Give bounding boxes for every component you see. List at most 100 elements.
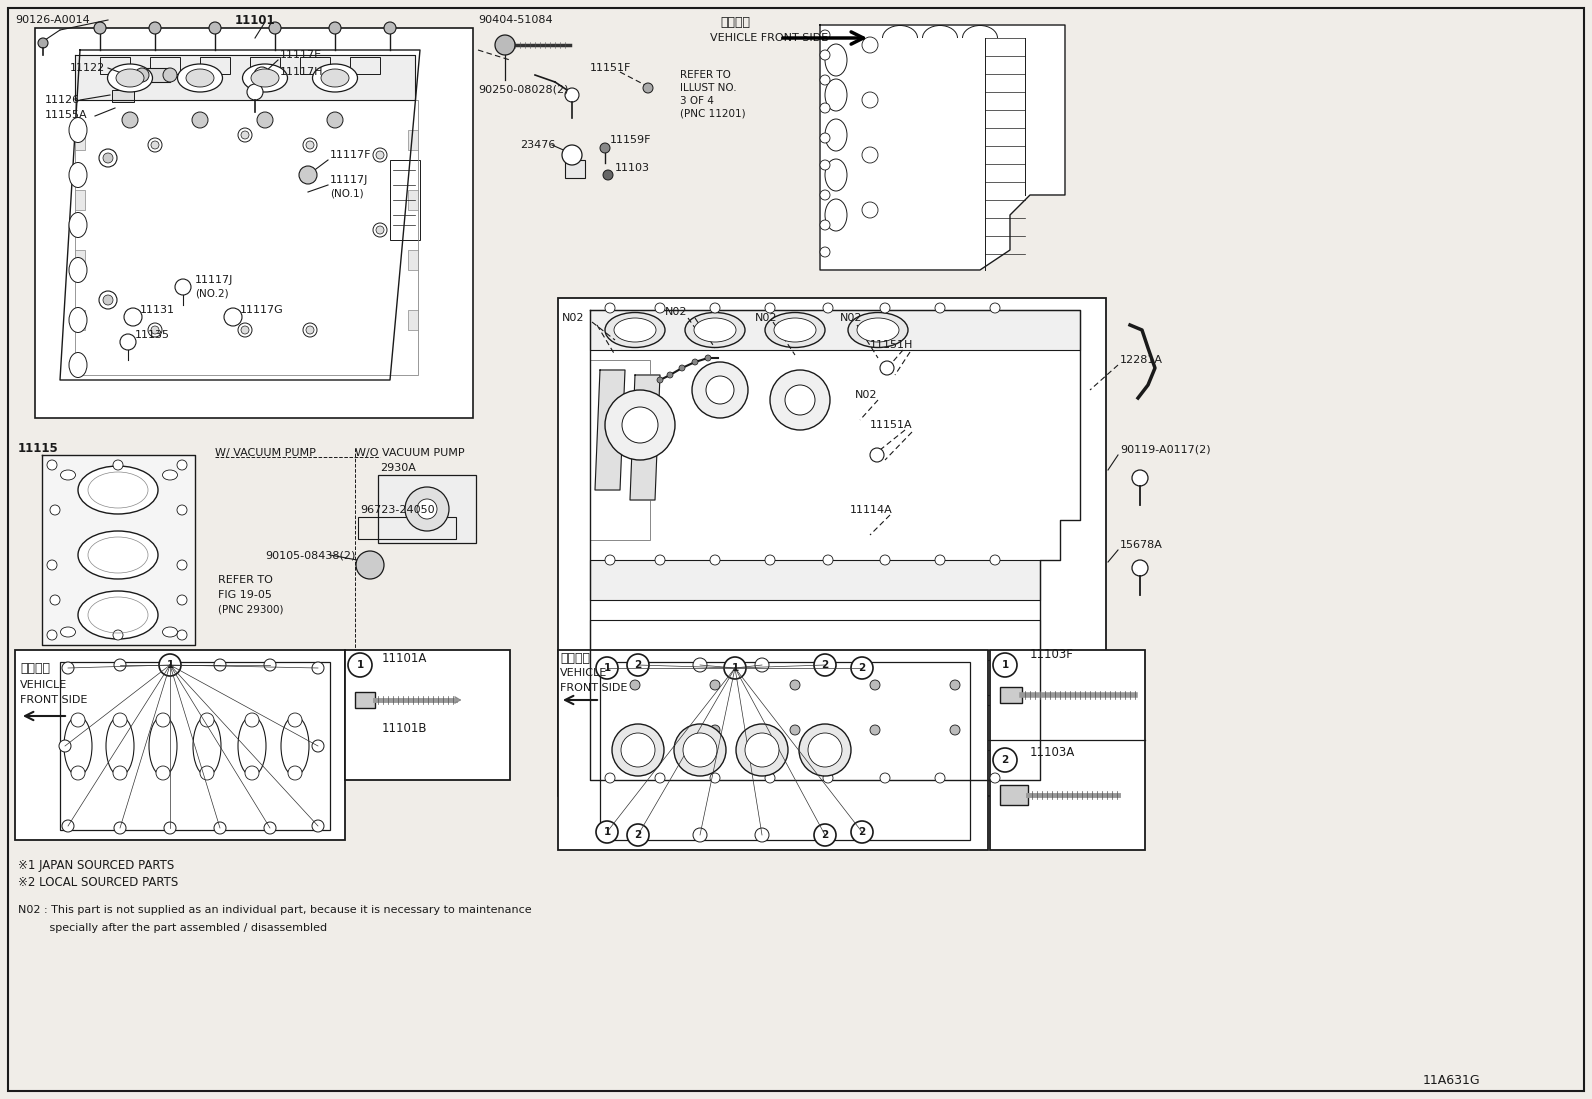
Bar (299, 57, 330, 74)
Circle shape (790, 680, 801, 690)
Ellipse shape (736, 724, 788, 776)
Ellipse shape (322, 69, 349, 87)
Circle shape (177, 560, 186, 570)
Text: (NO.1): (NO.1) (330, 188, 363, 198)
Text: 11151H: 11151H (869, 340, 914, 349)
Circle shape (288, 713, 302, 728)
Text: ※2 LOCAL SOURCED PARTS: ※2 LOCAL SOURCED PARTS (18, 876, 178, 888)
Circle shape (654, 773, 665, 782)
Circle shape (148, 138, 162, 152)
Text: 11114A: 11114A (850, 506, 893, 515)
Bar (142, 68, 170, 82)
Circle shape (869, 448, 884, 462)
Circle shape (237, 127, 252, 142)
Text: 11101A: 11101A (382, 652, 427, 665)
Ellipse shape (282, 717, 309, 776)
Text: 11117J: 11117J (330, 175, 368, 185)
Ellipse shape (162, 470, 177, 480)
Circle shape (373, 223, 387, 237)
Polygon shape (591, 310, 1079, 780)
Circle shape (766, 773, 775, 782)
Ellipse shape (60, 628, 75, 637)
Circle shape (245, 713, 259, 728)
Bar (408, 190, 419, 210)
Circle shape (855, 825, 869, 839)
Text: N02: N02 (562, 313, 584, 323)
Circle shape (869, 680, 880, 690)
Circle shape (330, 22, 341, 34)
Circle shape (755, 658, 769, 671)
Bar (358, 517, 455, 539)
Bar (1000, 785, 1028, 804)
Circle shape (48, 630, 57, 640)
Circle shape (1132, 560, 1148, 576)
Text: VEHICLE FRONT SIDE: VEHICLE FRONT SIDE (710, 33, 828, 43)
Bar (591, 704, 1040, 740)
Text: 11117E: 11117E (280, 49, 322, 60)
Circle shape (326, 112, 342, 127)
Bar (408, 249, 419, 270)
Text: N02 : This part is not supplied as an individual part, because it is necessary t: N02 : This part is not supplied as an in… (18, 904, 532, 915)
Ellipse shape (68, 308, 88, 333)
Circle shape (693, 828, 707, 842)
Text: 1: 1 (603, 828, 611, 837)
Circle shape (605, 555, 615, 565)
Circle shape (72, 766, 84, 780)
Ellipse shape (193, 717, 221, 776)
Circle shape (654, 555, 665, 565)
Bar (591, 620, 1040, 650)
Bar (408, 130, 419, 149)
Circle shape (376, 226, 384, 234)
Text: 1: 1 (167, 660, 174, 670)
Text: 2: 2 (634, 830, 642, 840)
Ellipse shape (68, 212, 88, 237)
Ellipse shape (107, 717, 134, 776)
Circle shape (151, 141, 159, 149)
Bar (591, 660, 1040, 695)
Circle shape (880, 555, 890, 565)
Text: specially after the part assembled / disassembled: specially after the part assembled / dis… (18, 923, 326, 933)
Circle shape (113, 460, 123, 470)
Text: (PNC 11201): (PNC 11201) (680, 109, 745, 119)
Circle shape (135, 68, 150, 82)
Circle shape (201, 713, 213, 728)
Text: 11103: 11103 (615, 163, 650, 173)
Text: 11131: 11131 (140, 306, 175, 315)
Circle shape (595, 821, 618, 843)
Circle shape (177, 595, 186, 606)
Circle shape (150, 22, 161, 34)
Ellipse shape (252, 69, 279, 87)
Ellipse shape (825, 79, 847, 111)
Bar (591, 360, 650, 540)
Circle shape (103, 153, 113, 163)
Circle shape (376, 151, 384, 159)
Circle shape (818, 828, 833, 842)
Text: 11103A: 11103A (1030, 745, 1075, 758)
Text: W/O VACUUM PUMP: W/O VACUUM PUMP (355, 448, 465, 458)
Bar (559, 650, 989, 850)
Circle shape (312, 662, 325, 674)
Bar (935, 680, 974, 735)
Circle shape (605, 390, 675, 460)
Circle shape (785, 385, 815, 415)
Ellipse shape (78, 466, 158, 514)
Ellipse shape (849, 312, 907, 347)
Circle shape (177, 506, 186, 515)
Circle shape (164, 822, 177, 834)
Ellipse shape (78, 531, 158, 579)
Polygon shape (41, 455, 194, 645)
Text: PARTSOUR.COM: PARTSOUR.COM (111, 475, 1481, 624)
Text: 11117J: 11117J (194, 275, 234, 285)
Circle shape (603, 170, 613, 180)
Circle shape (654, 303, 665, 313)
Text: 11151F: 11151F (591, 63, 632, 73)
Circle shape (255, 67, 271, 84)
Ellipse shape (68, 118, 88, 143)
Ellipse shape (809, 733, 842, 767)
Circle shape (156, 713, 170, 728)
Ellipse shape (60, 470, 75, 480)
Ellipse shape (685, 312, 745, 347)
Circle shape (99, 149, 116, 167)
Circle shape (193, 112, 209, 127)
Text: 2: 2 (821, 830, 828, 840)
